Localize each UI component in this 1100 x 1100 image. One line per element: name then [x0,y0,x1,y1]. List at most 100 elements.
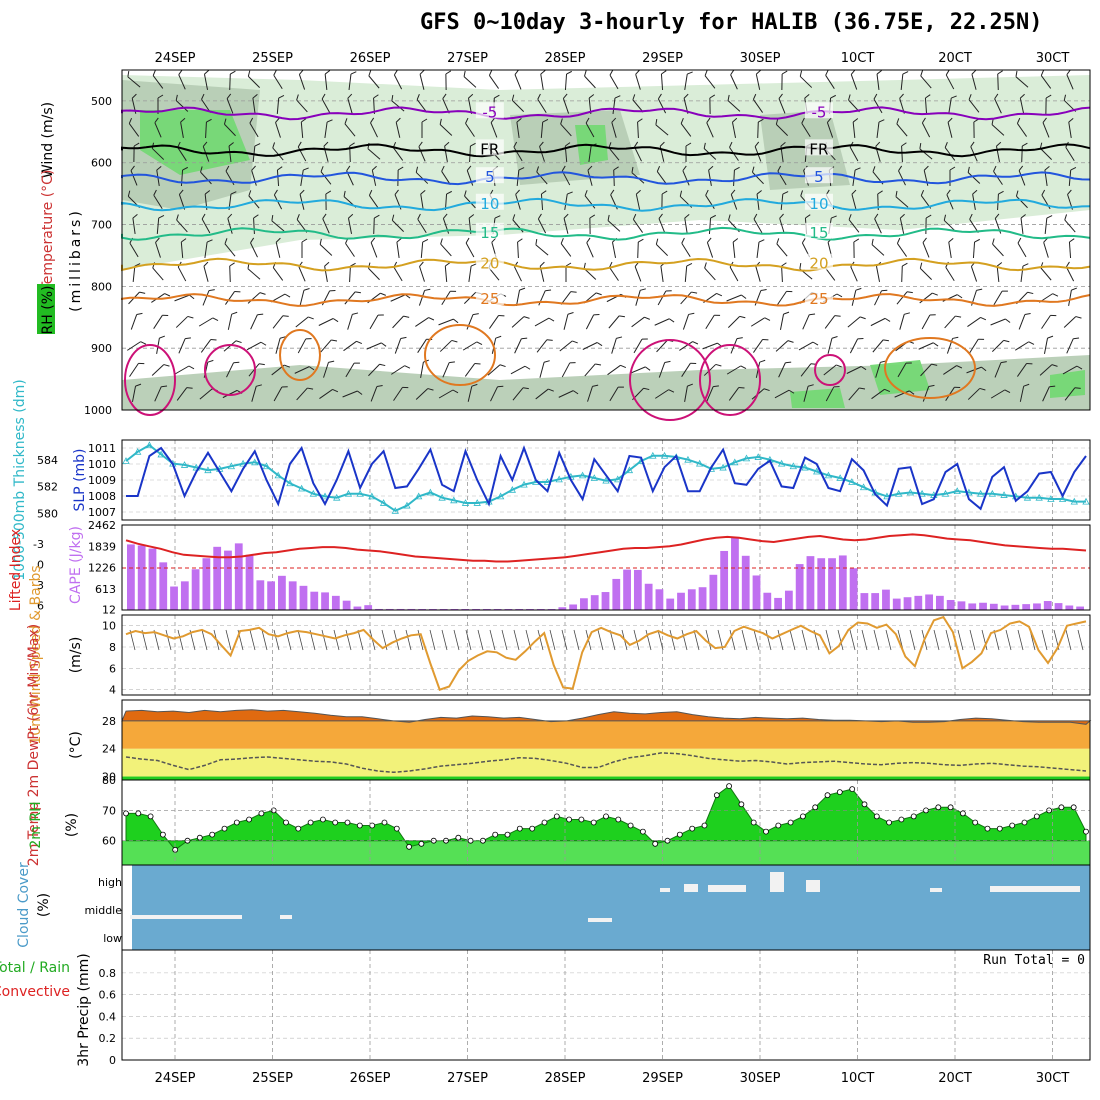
wind-barb [706,385,719,402]
temp-band-yellow [122,748,1090,777]
rh-point [849,786,856,792]
rh-point [553,813,560,820]
surface-wind-barb [1077,629,1084,651]
wind-barb [1068,238,1075,259]
wind-barb [991,118,1005,136]
wind-barb [131,383,142,402]
wind-barb [901,262,908,283]
wind-barb [152,70,164,89]
surface-wind-barb [405,629,412,651]
cloud-panel-label: Cloud Cover [16,862,32,948]
wind-barb [276,166,283,187]
wind-barb [756,190,762,211]
wind-barb [608,142,620,161]
wind-barb [655,238,669,257]
thickness-line-marker [473,499,481,506]
thickness-line-marker [262,462,271,470]
wind-barb [997,70,1003,91]
wind-barb [392,315,410,329]
wind-barb [873,93,883,114]
wind-barb [775,118,789,137]
cape-bar [655,589,664,610]
cape-bar [763,592,772,610]
rh-point [295,825,302,832]
wind-barb [440,238,452,257]
cape-bar [752,575,761,610]
wind-barb [465,117,475,137]
wind-barb [369,314,384,330]
temp-area [121,709,1092,725]
wind-barb [466,313,479,330]
wind-barb [132,263,141,283]
wind-barb [229,70,236,91]
temp-band-green [122,776,1090,780]
thickness-line-marker [988,489,997,497]
contour-label-bg [475,222,504,239]
wind-tick: 8 [109,641,116,654]
thickness-line-marker [719,463,727,471]
contour-label-bg [475,288,504,305]
wind-barb [755,69,761,90]
wind-barb [416,94,428,113]
precip-axis-label: 3hr Precip (mm) [76,953,92,1066]
precip-total-label: Total / Rain [0,960,70,976]
wind-barb [174,294,195,302]
wind-barb [489,314,505,329]
wind-panel-label: 10m Wind Speed & Barbs [28,565,44,744]
wind-barb [1016,117,1027,137]
rh-point [775,822,782,829]
rh-point [578,816,585,823]
cloud-middle-block [588,918,612,922]
wind-barb [393,386,409,401]
contour-label: 15 [809,224,828,242]
dewpoint-line [125,752,1087,774]
wind-barb [752,93,763,113]
wind-barb [631,316,650,328]
wind-barb [535,388,554,400]
date-label-top: 30SEP [740,51,781,66]
rh-point [393,825,400,832]
wind-barb [990,318,1011,326]
wind-barb [366,342,387,350]
wind-barb [587,384,599,402]
wind-barb [732,238,739,259]
cape-bar [741,555,750,610]
surface-wind-barb [1005,629,1012,651]
surface-wind-barb [153,629,160,651]
wind-barb [342,390,363,398]
date-label-bottom: 30SEP [740,1071,781,1086]
rh-point [935,804,942,811]
wind-barb [1043,335,1054,354]
wind-barb [922,384,935,402]
contour-label: 5 [814,168,824,186]
wind-barb [415,317,435,327]
wind-barb [344,118,356,137]
slp-tick: 1011 [88,442,116,455]
wind-barb [608,315,625,329]
surface-wind-barb [969,629,976,651]
wind-barb [726,294,747,302]
rh-point [356,822,363,829]
surface-wind-barb [177,629,184,651]
thickness-line-marker [286,479,294,487]
wind-barb [325,190,332,211]
wind-barb [849,337,864,354]
slp-tick: 1010 [88,458,116,471]
rh-point [455,834,462,841]
rh-point [209,831,216,838]
thickness-line-marker [649,451,657,459]
cloud-high-block [708,885,746,892]
wind-barb [967,316,987,327]
cape-bar [299,585,308,610]
wind-barb [753,213,763,234]
wind-barb [180,117,186,138]
wind-barb [1064,387,1081,401]
temp-contour [121,197,1091,212]
wind-barb [294,366,315,374]
cloud-high-block [660,888,670,892]
wind-barb [897,362,912,378]
cloud-middle-block [130,915,242,919]
wind-barb [896,118,908,137]
cape-tick: 2462 [88,519,116,532]
surface-wind-barb [885,629,892,651]
